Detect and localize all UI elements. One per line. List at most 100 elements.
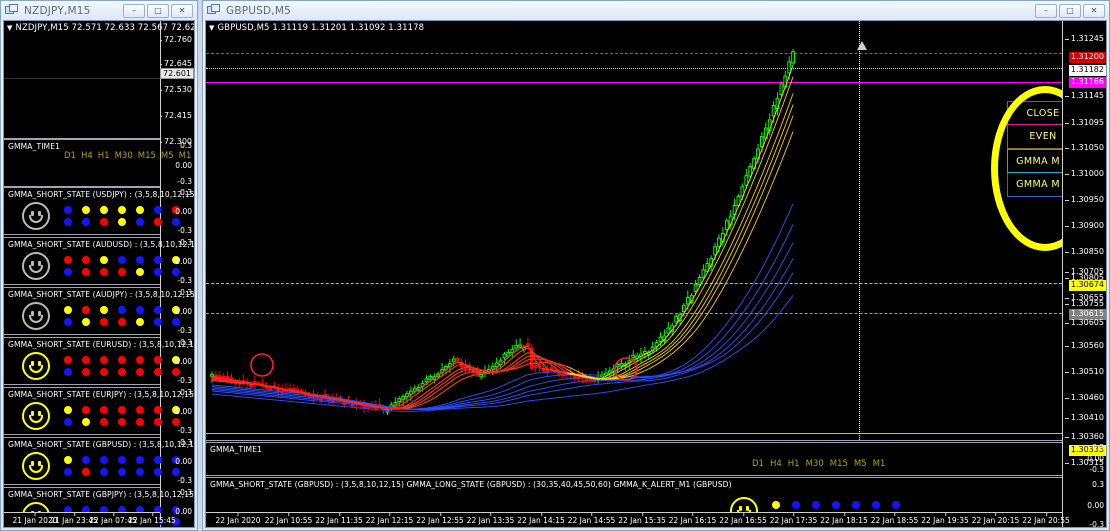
state-dot-red	[118, 268, 126, 276]
state-dot-row	[64, 318, 180, 326]
state-dot-blue	[136, 256, 144, 264]
price-tick: 72.530	[158, 85, 192, 94]
main-price-pane[interactable]: ▼ GBPUSD,M5 1.31119 1.31201 1.31092 1.311…	[206, 21, 1099, 441]
main-time-axis[interactable]: 22 Jan 2020 22 Jan 10:55 22 Jan 11:35 22 Ja…	[206, 512, 1070, 527]
state-dot-row	[64, 506, 180, 514]
main-price-axis[interactable]: 1.31245 1.31200 1.31182 1.31166 1.31145 …	[1062, 21, 1106, 527]
main-gmma-time-subwindow[interactable]: GMMA_TIME1 D1 H4 H1 M30 M15 M5 M1	[206, 442, 1062, 476]
main-gmma-time-label: GMMA_TIME1	[210, 445, 263, 454]
left-state-subwindow[interactable]: GMMA_SHORT_STATE (AUDUSD) : (3,5,8,10,12…	[4, 237, 194, 285]
left-state-scale-labels: 0.3 0.00 -0.3	[160, 387, 194, 437]
tf-d1[interactable]: D1	[752, 459, 764, 469]
dropdown-arrow-icon: ▼	[7, 24, 13, 32]
tf-h4[interactable]: H4	[80, 151, 93, 161]
main-chart-body[interactable]: ▼ GBPUSD,M5 1.31119 1.31201 1.31092 1.311…	[205, 20, 1107, 528]
state-dot-red	[136, 406, 144, 414]
left-chart-body[interactable]: 72.760 72.645 72.601 72.530 72.415 72.30…	[3, 20, 195, 528]
price-chart-svg	[210, 41, 867, 416]
left-state-indicator	[22, 402, 180, 430]
state-dot-blue	[154, 306, 162, 314]
scale-label: 0.00	[175, 407, 192, 416]
left-price-axis[interactable]: 72.760 72.645 72.601 72.530 72.415 72.30…	[158, 21, 194, 527]
left-close-button[interactable]: ✕	[171, 3, 193, 18]
left-window-titlebar[interactable]: NZDJPY,M15 – □ ✕	[1, 1, 197, 20]
main-chart-window[interactable]: GBPUSD,M5 – □ ✕ ▼ GBPUSD,M5 1.31119 1.312…	[202, 0, 1110, 531]
left-gmma-time-subwindow[interactable]: GMMA_TIME1 D1 H4 H1 M30 M15 M5 M1	[4, 139, 191, 187]
state-dot-blue	[136, 506, 144, 514]
scale-label: 0.3	[180, 238, 192, 247]
scale-label: -0.3	[177, 476, 192, 485]
state-dot-blue	[136, 468, 144, 476]
price-tick: 72.300	[158, 137, 192, 146]
main-close-button[interactable]: ✕	[1083, 3, 1105, 18]
state-dot-red	[82, 356, 90, 364]
main-time-scale-labels: 0.3 0.00 -0.3	[1062, 442, 1106, 476]
left-state-subwindow[interactable]: GMMA_SHORT_STATE (GBPUSD) : (3,5,8,10,12…	[4, 437, 194, 485]
tf-d1[interactable]: D1	[64, 151, 76, 161]
state-dot-blue	[64, 418, 72, 426]
price-tick: 1.31145	[1064, 91, 1104, 100]
stop-line-yellow	[206, 433, 1062, 434]
state-dot-red	[136, 356, 144, 364]
time-tick: 22 Jan 14:55	[567, 513, 616, 525]
tf-h1[interactable]: H1	[97, 151, 110, 161]
left-maximize-button[interactable]: □	[147, 3, 169, 18]
price-tick: 72.760	[158, 35, 192, 44]
state-dot-blue	[118, 506, 126, 514]
main-maximize-button[interactable]: □	[1059, 3, 1081, 18]
state-dot-blue	[172, 506, 180, 514]
tf-m5[interactable]: M5	[160, 151, 174, 161]
left-price-pane[interactable]: ▼NZDJPY,M15 72.571 72.633 72.567 72.628_…	[4, 21, 194, 139]
left-state-scale-labels: 0.3 0.00 -0.3	[160, 187, 194, 237]
main-minimize-button[interactable]: –	[1035, 3, 1057, 18]
state-dot-yellow	[64, 306, 72, 314]
scale-label: 0.00	[175, 161, 192, 170]
state-dot-red	[100, 418, 108, 426]
state-dot-row	[64, 368, 180, 376]
left-state-subwindow[interactable]: GMMA_SHORT_STATE (EURJPY) : (3,5,8,10,12…	[4, 387, 194, 435]
state-dot-blue	[172, 218, 180, 226]
smiley-face-icon	[22, 402, 50, 430]
last-price-badge: 1.31182	[1068, 65, 1106, 76]
tf-m30[interactable]: M30	[805, 459, 824, 469]
main-window-titlebar[interactable]: GBPUSD,M5 – □ ✕	[203, 1, 1109, 20]
state-dot-yellow	[136, 206, 144, 214]
time-tick: 21 Jan 23:45	[50, 513, 98, 525]
tf-m15[interactable]: M15	[137, 151, 156, 161]
state-dot-red	[82, 268, 90, 276]
price-tick: 1.31050	[1064, 143, 1104, 152]
price-tick: 1.30510	[1064, 367, 1104, 376]
state-dot-red	[82, 256, 90, 264]
state-dot-row	[64, 406, 180, 414]
state-dot-blue	[154, 268, 162, 276]
scale-label: -0.3	[1089, 465, 1104, 474]
tf-m1[interactable]: M1	[872, 459, 886, 469]
scale-label: 0.3	[180, 188, 192, 197]
state-dot-yellow	[136, 318, 144, 326]
left-state-subwindow[interactable]: GMMA_SHORT_STATE (EURUSD) : (3,5,8,10,12…	[4, 337, 194, 385]
state-dot-yellow	[82, 206, 90, 214]
state-dot-red	[82, 306, 90, 314]
tf-m1[interactable]: M1	[178, 151, 192, 161]
state-dot-blue	[154, 506, 162, 514]
left-state-indicator	[22, 352, 180, 380]
left-minimize-button[interactable]: –	[123, 3, 145, 18]
state-dot-yellow	[172, 406, 180, 414]
state-dot-blue	[872, 501, 880, 509]
tf-h1[interactable]: H1	[787, 459, 800, 469]
left-time-axis[interactable]: 21 Jan 2020 21 Jan 23:45 22 Jan 07:45 22…	[4, 512, 176, 527]
left-state-subwindow[interactable]: GMMA_SHORT_STATE (AUDJPY) : (3,5,8,10,12…	[4, 287, 194, 335]
tf-h4[interactable]: H4	[769, 459, 782, 469]
tf-m30[interactable]: M30	[114, 151, 133, 161]
price-tick: 1.31245	[1064, 34, 1104, 43]
tp-price-badge: 1.30674	[1068, 280, 1106, 291]
state-dot-yellow	[82, 418, 90, 426]
left-chart-window[interactable]: NZDJPY,M15 – □ ✕ 72.760 72.645 72.601 72…	[0, 0, 198, 531]
tf-m15[interactable]: M15	[829, 459, 848, 469]
price-tick: 1.30900	[1064, 221, 1104, 230]
left-state-label: GMMA_SHORT_STATE (AUDUSD) : (3,5,8,10,12…	[8, 240, 195, 249]
left-state-subwindow[interactable]: GMMA_SHORT_STATE (USDJPY) : (3,5,8,10,12…	[4, 187, 194, 235]
tf-m5[interactable]: M5	[853, 459, 867, 469]
state-dot-yellow	[118, 218, 126, 226]
state-dot-red	[118, 418, 126, 426]
